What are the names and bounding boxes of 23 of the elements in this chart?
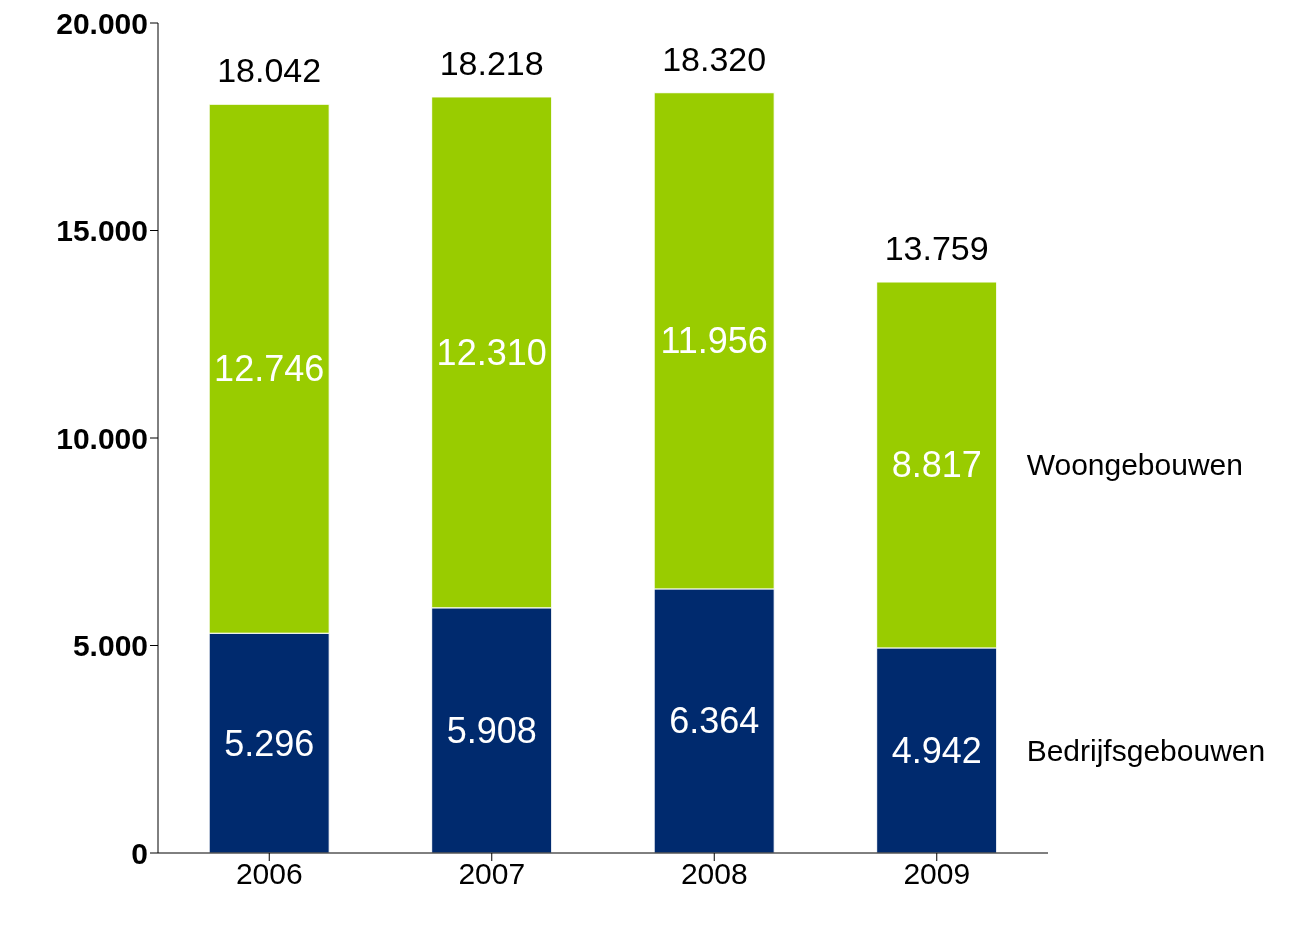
total-label: 18.218	[439, 43, 544, 82]
data-label: 5.296	[224, 722, 315, 764]
y-tick-label: 15.000	[56, 214, 148, 248]
total-label: 18.320	[662, 39, 767, 78]
series-label: Woongebouwen	[1026, 448, 1243, 482]
y-tick-label: 0	[131, 836, 148, 870]
total-label: 18.042	[217, 51, 322, 90]
y-tick-label: 5.000	[72, 629, 148, 663]
x-tick-label: 2007	[458, 857, 526, 891]
y-tick-label: 10.000	[56, 421, 148, 455]
x-tick-label: 2006	[235, 857, 303, 891]
y-tick-label: 20.000	[56, 6, 148, 40]
data-label: 12.746	[214, 348, 325, 390]
data-label: 8.817	[891, 444, 982, 486]
data-label: 4.942	[891, 729, 982, 771]
series-label: Bedrijfsgebouwen	[1026, 733, 1266, 767]
total-label: 13.759	[884, 229, 989, 267]
x-tick-label: 2008	[680, 857, 748, 891]
data-label: 12.310	[436, 331, 547, 373]
data-label: 6.364	[669, 700, 760, 742]
data-label: 5.908	[446, 709, 537, 751]
x-tick-label: 2009	[903, 857, 971, 891]
data-label: 11.956	[660, 320, 768, 362]
